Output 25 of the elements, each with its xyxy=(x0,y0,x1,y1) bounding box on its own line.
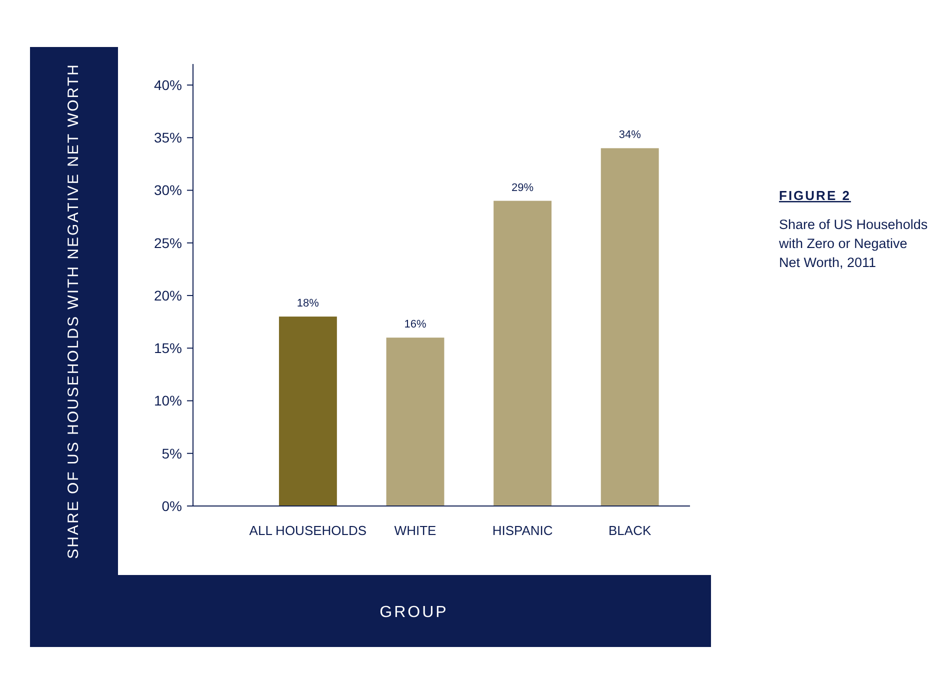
bar xyxy=(278,316,337,506)
x-tick-label: WHITE xyxy=(394,523,437,538)
y-tick-label: 0% xyxy=(162,498,182,514)
y-tick-label: 5% xyxy=(162,445,182,462)
text: Share of US Households with Zero or Negative Net Worth, 2011 xyxy=(778,217,928,270)
bar xyxy=(386,338,444,506)
y-tick-label: 25% xyxy=(154,234,182,251)
x-tick-label: ALL HOUSEHOLDS xyxy=(249,523,367,538)
y-tick-label: 15% xyxy=(154,340,182,356)
y-tick-label: 35% xyxy=(154,130,182,146)
x-tick-label: BLACK xyxy=(608,523,652,538)
y-tick-label: 20% xyxy=(154,287,182,304)
data-label: 16% xyxy=(404,318,426,331)
bar xyxy=(600,148,659,506)
x-tick-label: HISPANIC xyxy=(492,523,553,538)
data-label: 34% xyxy=(618,129,642,142)
data-label: 29% xyxy=(512,182,534,194)
bar xyxy=(494,200,552,506)
text: FIGURE 2 xyxy=(779,188,851,203)
x-axis-title: GROUP xyxy=(380,604,448,621)
y-tick-label: 10% xyxy=(154,392,182,409)
data-label: 18% xyxy=(296,298,320,310)
y-axis-title: SHARE OF US HOUSEHOLDS WITH NEGATIVE NET WORTH xyxy=(65,63,82,559)
y-tick-label: 30% xyxy=(154,182,182,198)
y-tick-label: 40% xyxy=(154,76,182,93)
